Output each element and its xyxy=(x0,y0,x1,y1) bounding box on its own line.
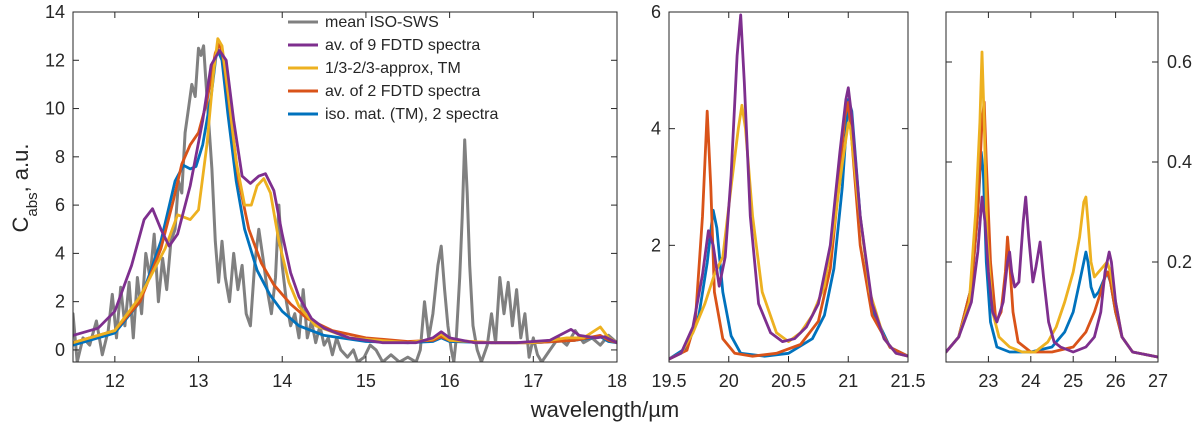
panel-1-series-fdtd9 xyxy=(73,49,617,345)
panel-3-x-tick-label: 25 xyxy=(1063,371,1083,391)
legend-entry-fdtd2: av. of 2 FDTD spectra xyxy=(288,83,480,100)
y-axis-label-subscript: abs xyxy=(24,192,41,216)
panel-1-x-tick-label: 15 xyxy=(356,371,376,391)
y-axis-label: Cabs, a.u. xyxy=(8,144,41,233)
panel-2-y-tick-label: 6 xyxy=(651,2,661,22)
panel-1-y-tick-label: 0 xyxy=(55,340,65,360)
panel-1-y-tick-label: 2 xyxy=(55,292,65,312)
legend-entry-fdtd9: av. of 9 FDTD spectra xyxy=(288,37,480,54)
x-axis-label: wavelength/µm xyxy=(530,397,679,422)
legend: mean ISO-SWS av. of 9 FDTD spectra 1/3-2/3… xyxy=(288,14,498,123)
panel-3-series xyxy=(946,50,1158,359)
panel-2-y-tick-label: 2 xyxy=(651,235,661,255)
panel-1-axes-box xyxy=(72,11,618,363)
panel-3-y-tick-label: 0.6 xyxy=(1167,52,1192,72)
legend-label-fdtd9: av. of 9 FDTD spectra xyxy=(325,37,480,54)
panel-3-y-tick-label: 0.2 xyxy=(1167,252,1192,272)
panel-1-x-tick-label: 13 xyxy=(189,371,209,391)
panel-1-y-tick-label: 4 xyxy=(55,243,65,263)
panel-3-x-tick-label: 23 xyxy=(978,371,998,391)
panel-1-y-tick-label: 12 xyxy=(45,50,65,70)
legend-label-approx: 1/3-2/3-approx, TM xyxy=(325,60,461,77)
panel-2-x-tick-label: 21 xyxy=(838,371,858,391)
panel-3-series-fdtd9 xyxy=(946,195,1158,359)
legend-label-iso: mean ISO-SWS xyxy=(325,14,439,31)
panel-1: 12 13 14 15 16 17 18 0 2 4 6 8 10 12 14 xyxy=(45,2,627,391)
panel-2-x-tick-label: 20 xyxy=(719,371,739,391)
y-axis-label-main: C xyxy=(8,217,33,233)
panel-1-x-tick-label: 12 xyxy=(105,371,125,391)
panel-2-series-fdtd9 xyxy=(669,13,908,361)
legend-entry-iso: mean ISO-SWS xyxy=(288,14,439,31)
panel-1-x-tick-label: 16 xyxy=(440,371,460,391)
panel-3-y-tick-label: 0.4 xyxy=(1167,152,1192,172)
panel-3-x-tick-label: 26 xyxy=(1106,371,1126,391)
panel-2: 19.5 20 20.5 21 21.5 2 4 6 xyxy=(651,2,926,391)
panel-1-y-tick-label: 10 xyxy=(45,99,65,119)
panel-2-series xyxy=(669,13,908,361)
panel-2-series-fdtd2 xyxy=(669,101,908,361)
panel-3-axes-box xyxy=(945,11,1159,363)
panel-3: 23 24 25 26 27 0.2 0.4 0.6 xyxy=(945,11,1192,391)
panel-1-x-tick-label: 17 xyxy=(523,371,543,391)
legend-entry-approx: 1/3-2/3-approx, TM xyxy=(288,60,461,77)
legend-label-fdtd2: av. of 2 FDTD spectra xyxy=(325,83,480,100)
panel-2-x-tick-label: 19.5 xyxy=(651,371,686,391)
legend-label-isomat: iso. mat. (TM), 2 spectra xyxy=(325,106,498,123)
panel-1-y-tick-label: 8 xyxy=(55,147,65,167)
panel-3-x-tick-label: 27 xyxy=(1148,371,1168,391)
panel-3-x-tick-label: 24 xyxy=(1021,371,1041,391)
panel-1-y-tick-label: 14 xyxy=(45,2,65,22)
panel-1-series xyxy=(73,37,617,362)
panel-2-x-tick-label: 21.5 xyxy=(890,371,925,391)
y-axis-label-rest: , a.u. xyxy=(8,144,33,193)
panel-1-x-tick-label: 14 xyxy=(272,371,292,391)
panel-1-y-tick-label: 6 xyxy=(55,195,65,215)
legend-entry-isomat: iso. mat. (TM), 2 spectra xyxy=(288,106,498,123)
panel-1-x-tick-label: 18 xyxy=(607,371,627,391)
panel-2-x-tick-label: 20.5 xyxy=(771,371,806,391)
panel-2-y-tick-label: 4 xyxy=(651,119,661,139)
